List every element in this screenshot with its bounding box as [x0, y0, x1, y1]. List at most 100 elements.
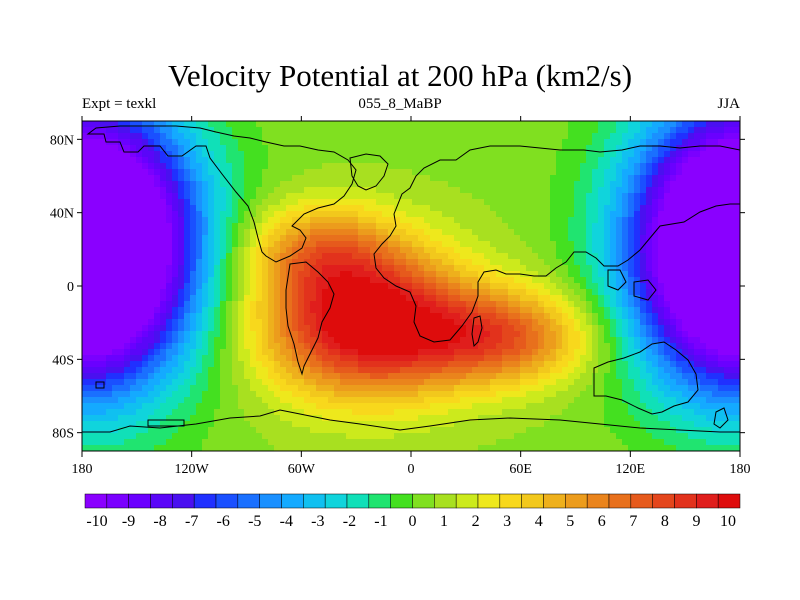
field-cell: [172, 175, 179, 182]
field-cell: [388, 367, 395, 374]
field-cell: [82, 373, 89, 380]
field-cell: [592, 349, 599, 356]
field-cell: [106, 247, 113, 254]
field-cell: [478, 445, 485, 451]
field-cell: [454, 283, 461, 290]
field-cell: [520, 421, 527, 428]
field-cell: [472, 277, 479, 284]
field-cell: [298, 193, 305, 200]
field-cell: [172, 121, 179, 128]
field-cell: [232, 379, 239, 386]
field-cell: [172, 421, 179, 428]
field-cell: [118, 199, 125, 206]
field-cell: [454, 331, 461, 338]
field-cell: [232, 415, 239, 422]
field-cell: [502, 181, 509, 188]
field-cell: [94, 181, 101, 188]
field-cell: [130, 151, 137, 158]
field-cell: [604, 433, 611, 440]
field-cell: [484, 229, 491, 236]
field-cell: [142, 277, 149, 284]
field-cell: [580, 121, 587, 128]
field-cell: [502, 319, 509, 326]
field-cell: [460, 265, 467, 272]
field-cell: [88, 121, 95, 128]
field-cell: [196, 265, 203, 272]
field-cell: [88, 289, 95, 296]
field-cell: [442, 307, 449, 314]
field-cell: [418, 163, 425, 170]
field-cell: [346, 181, 353, 188]
field-cell: [592, 337, 599, 344]
field-cell: [166, 199, 173, 206]
field-cell: [358, 361, 365, 368]
field-cell: [616, 241, 623, 248]
field-cell: [298, 361, 305, 368]
field-cell: [466, 403, 473, 410]
field-cell: [604, 205, 611, 212]
field-cell: [250, 337, 257, 344]
field-cell: [94, 223, 101, 230]
field-cell: [406, 385, 413, 392]
field-cell: [286, 169, 293, 176]
field-cell: [382, 433, 389, 440]
field-cell: [478, 187, 485, 194]
field-cell: [94, 121, 101, 128]
field-cell: [340, 253, 347, 260]
field-cell: [436, 427, 443, 434]
field-cell: [394, 349, 401, 356]
field-cell: [124, 241, 131, 248]
field-cell: [274, 427, 281, 434]
field-cell: [106, 367, 113, 374]
field-cell: [508, 403, 515, 410]
field-cell: [118, 445, 125, 451]
field-cell: [418, 301, 425, 308]
field-cell: [550, 421, 557, 428]
field-cell: [196, 439, 203, 446]
field-cell: [316, 307, 323, 314]
field-cell: [442, 223, 449, 230]
field-cell: [88, 163, 95, 170]
field-cell: [208, 391, 215, 398]
field-cell: [598, 361, 605, 368]
field-cell: [556, 175, 563, 182]
field-cell: [190, 349, 197, 356]
field-cell: [334, 355, 341, 362]
field-cell: [214, 259, 221, 266]
field-cell: [346, 433, 353, 440]
field-cell: [250, 343, 257, 350]
field-cell: [532, 349, 539, 356]
field-cell: [166, 379, 173, 386]
field-cell: [280, 421, 287, 428]
field-cell: [256, 349, 263, 356]
field-cell: [454, 343, 461, 350]
field-cell: [298, 277, 305, 284]
field-cell: [196, 343, 203, 350]
field-cell: [220, 403, 227, 410]
field-cell: [106, 133, 113, 140]
field-cell: [232, 433, 239, 440]
field-cell: [388, 343, 395, 350]
field-cell: [532, 175, 539, 182]
field-cell: [514, 379, 521, 386]
field-cell: [484, 235, 491, 242]
field-cell: [394, 157, 401, 164]
field-cell: [610, 211, 617, 218]
field-cell: [286, 223, 293, 230]
field-cell: [400, 157, 407, 164]
field-cell: [448, 421, 455, 428]
field-cell: [256, 211, 263, 218]
field-cell: [160, 289, 167, 296]
field-cell: [496, 427, 503, 434]
field-cell: [154, 295, 161, 302]
field-cell: [586, 211, 593, 218]
field-cell: [598, 289, 605, 296]
field-cell: [292, 403, 299, 410]
field-cell: [292, 151, 299, 158]
field-cell: [292, 235, 299, 242]
field-cell: [112, 325, 119, 332]
field-cell: [448, 211, 455, 218]
field-cell: [130, 343, 137, 350]
field-cell: [250, 247, 257, 254]
field-cell: [424, 409, 431, 416]
